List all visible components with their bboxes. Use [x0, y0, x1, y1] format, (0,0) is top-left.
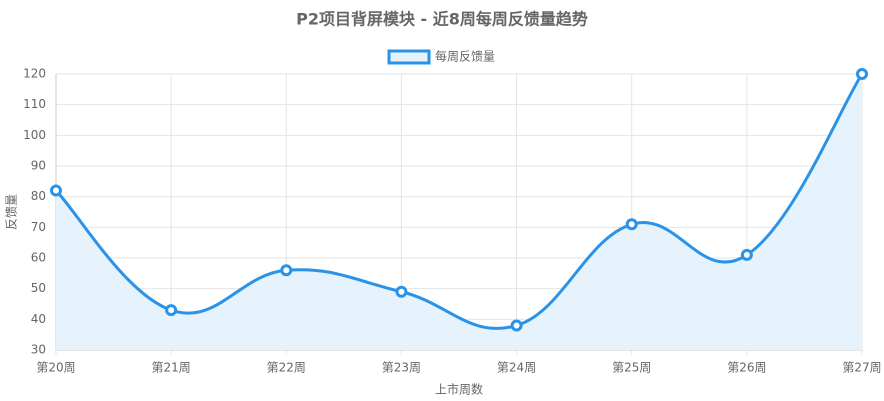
- area: [56, 74, 862, 350]
- y-tick-label: 50: [31, 281, 46, 295]
- x-axis-title: 上市周数: [435, 382, 483, 397]
- x-tick-label: 第26周: [727, 361, 766, 375]
- y-tick-label: 60: [31, 251, 46, 265]
- y-axis-title: 反馈量: [5, 194, 19, 230]
- y-tick-label: 120: [23, 67, 46, 81]
- x-tick-label: 第27周: [842, 361, 881, 375]
- point: [395, 285, 408, 298]
- point: [856, 68, 868, 80]
- point: [740, 248, 753, 261]
- point: [510, 319, 523, 332]
- x-tick-label: 第22周: [267, 361, 306, 375]
- point: [280, 264, 293, 277]
- point: [165, 304, 178, 317]
- y-tick-label: 100: [23, 128, 46, 142]
- point: [50, 184, 62, 197]
- chart-title: P2项目背屏模块 - 近8周每周反馈量趋势: [296, 10, 588, 29]
- legend-swatch: [387, 49, 431, 65]
- x-tick-label: 第20周: [36, 361, 75, 375]
- y-tick-label: 110: [23, 97, 46, 111]
- x-tick-label: 第23周: [382, 361, 421, 375]
- y-tick-label: 80: [31, 189, 46, 203]
- legend-label: 每周反馈量: [435, 49, 495, 64]
- y-tick-label: 30: [31, 343, 46, 357]
- y-tick-label: 70: [31, 220, 46, 234]
- x-tick-label: 第24周: [497, 361, 536, 375]
- y-tick-label: 40: [31, 312, 46, 326]
- x-tick-label: 第25周: [612, 361, 651, 375]
- point: [625, 218, 638, 231]
- x-tick-label: 第21周: [152, 361, 191, 375]
- y-tick-label: 90: [31, 159, 46, 173]
